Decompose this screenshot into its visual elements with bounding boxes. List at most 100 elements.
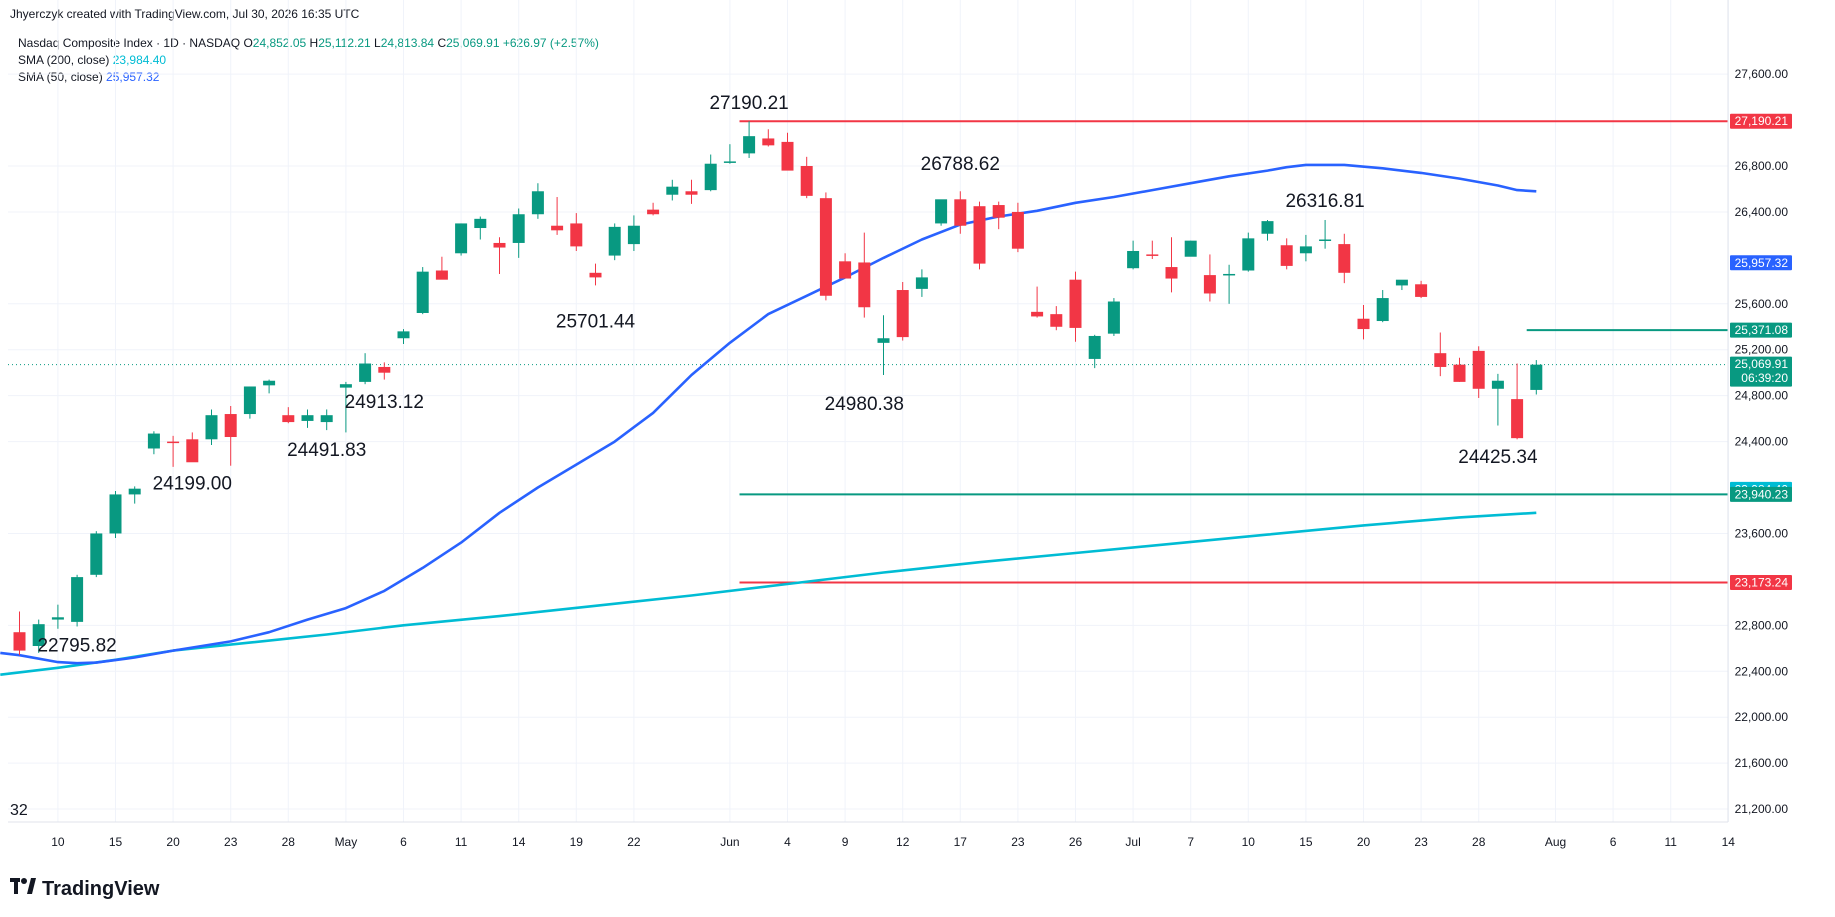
- candle[interactable]: [1491, 373, 1504, 426]
- candle[interactable]: [455, 223, 468, 256]
- legend-sma200-row[interactable]: SMA (200, close) 23,984.40: [18, 52, 599, 69]
- legend-sma50-row[interactable]: SMA (50, close) 25,957.32: [18, 69, 599, 86]
- candle[interactable]: [1165, 237, 1178, 293]
- candle[interactable]: [1203, 254, 1216, 302]
- candle[interactable]: [762, 129, 775, 147]
- candle[interactable]: [570, 213, 583, 251]
- candle[interactable]: [992, 201, 1005, 230]
- candle[interactable]: [1511, 363, 1524, 440]
- grid-lines: [8, 0, 1729, 822]
- candle[interactable]: [608, 223, 621, 261]
- candle[interactable]: [1011, 202, 1024, 253]
- candle[interactable]: [339, 381, 352, 433]
- candle[interactable]: [1415, 280, 1428, 299]
- candle-body: [1453, 364, 1466, 382]
- candle[interactable]: [1261, 219, 1274, 241]
- candle[interactable]: [589, 263, 602, 286]
- candle[interactable]: [647, 202, 660, 216]
- candle[interactable]: [243, 386, 256, 419]
- candle[interactable]: [1107, 298, 1120, 336]
- candle[interactable]: [1530, 360, 1543, 395]
- candle[interactable]: [1453, 357, 1466, 382]
- candle[interactable]: [1280, 238, 1293, 270]
- candle[interactable]: [1031, 286, 1044, 318]
- candle[interactable]: [973, 201, 986, 270]
- candle[interactable]: [109, 490, 122, 539]
- legend-low-label: L: [374, 36, 381, 50]
- candle[interactable]: [1184, 240, 1197, 257]
- candle[interactable]: [147, 431, 160, 455]
- candle[interactable]: [800, 156, 813, 199]
- candle[interactable]: [1299, 234, 1312, 262]
- candle[interactable]: [839, 253, 852, 279]
- candle[interactable]: [71, 574, 84, 627]
- candle[interactable]: [1319, 219, 1332, 249]
- candle[interactable]: [954, 191, 967, 234]
- candle[interactable]: [512, 208, 525, 258]
- candle-body: [992, 205, 1005, 218]
- candle[interactable]: [32, 619, 45, 653]
- candle[interactable]: [1050, 306, 1063, 331]
- price-axis-badge-text: 25,371.08: [1735, 323, 1789, 337]
- candle[interactable]: [378, 362, 391, 380]
- candle[interactable]: [935, 199, 948, 226]
- candle[interactable]: [205, 409, 218, 446]
- candle[interactable]: [666, 179, 679, 201]
- candle[interactable]: [167, 435, 180, 467]
- candle[interactable]: [915, 269, 928, 297]
- candle[interactable]: [858, 232, 871, 318]
- candle[interactable]: [435, 256, 448, 280]
- candle[interactable]: [704, 154, 717, 192]
- candle[interactable]: [493, 237, 506, 274]
- candle[interactable]: [397, 329, 410, 344]
- candle[interactable]: [320, 409, 333, 431]
- candle[interactable]: [1376, 290, 1389, 323]
- time-axis-tick: 10: [1242, 835, 1256, 849]
- candle[interactable]: [1357, 304, 1370, 340]
- legend-ohlc-row[interactable]: Nasdaq Composite Index · 1D · NASDAQ O24…: [18, 35, 599, 52]
- candle-body: [339, 384, 352, 388]
- time-axis[interactable]: 10 15 20 23 28 May 6 11 14 19 22 Jun 4 9 12 17 23 26 Jul 7 1…: [8, 821, 1735, 849]
- candle[interactable]: [551, 197, 564, 235]
- candle[interactable]: [743, 121, 756, 158]
- candle[interactable]: [1242, 232, 1255, 272]
- candle[interactable]: [1127, 240, 1140, 270]
- candle[interactable]: [1223, 264, 1236, 304]
- candle[interactable]: [723, 144, 736, 164]
- candle[interactable]: [1472, 346, 1485, 398]
- candle-body: [1011, 211, 1024, 249]
- time-axis-tick: Aug: [1545, 835, 1566, 849]
- candle[interactable]: [224, 406, 237, 466]
- candle[interactable]: [627, 215, 640, 251]
- candle[interactable]: [1069, 271, 1082, 342]
- candle[interactable]: [1338, 233, 1351, 284]
- candle[interactable]: [1088, 334, 1101, 369]
- candle[interactable]: [781, 132, 794, 171]
- candle[interactable]: [416, 267, 429, 315]
- candle[interactable]: [1434, 332, 1447, 377]
- candle[interactable]: [263, 379, 276, 394]
- candles[interactable]: [13, 121, 1543, 656]
- candle[interactable]: [685, 179, 698, 204]
- time-axis-tick: Jun: [720, 835, 739, 849]
- candle[interactable]: [819, 192, 832, 301]
- candle[interactable]: [128, 486, 141, 504]
- candle[interactable]: [474, 216, 487, 240]
- candle[interactable]: [301, 409, 314, 428]
- candle[interactable]: [282, 407, 295, 424]
- candle[interactable]: [1395, 279, 1408, 291]
- candle[interactable]: [1146, 240, 1159, 260]
- price-axis-badge-text: 25,069.91: [1735, 357, 1789, 371]
- candle[interactable]: [13, 611, 26, 656]
- corner-label: 32: [10, 802, 28, 819]
- candle[interactable]: [531, 183, 544, 219]
- candle[interactable]: [359, 353, 372, 385]
- candle[interactable]: [51, 604, 64, 629]
- tradingview-logo[interactable]: TradingView: [10, 876, 159, 902]
- candle[interactable]: [877, 315, 890, 375]
- price-axis[interactable]: 27,600.00 26,800.00 26,400.00 25,600.00 25,2…: [1727, 0, 1792, 822]
- candle[interactable]: [90, 531, 103, 578]
- candle[interactable]: [896, 281, 909, 341]
- candle[interactable]: [186, 432, 199, 463]
